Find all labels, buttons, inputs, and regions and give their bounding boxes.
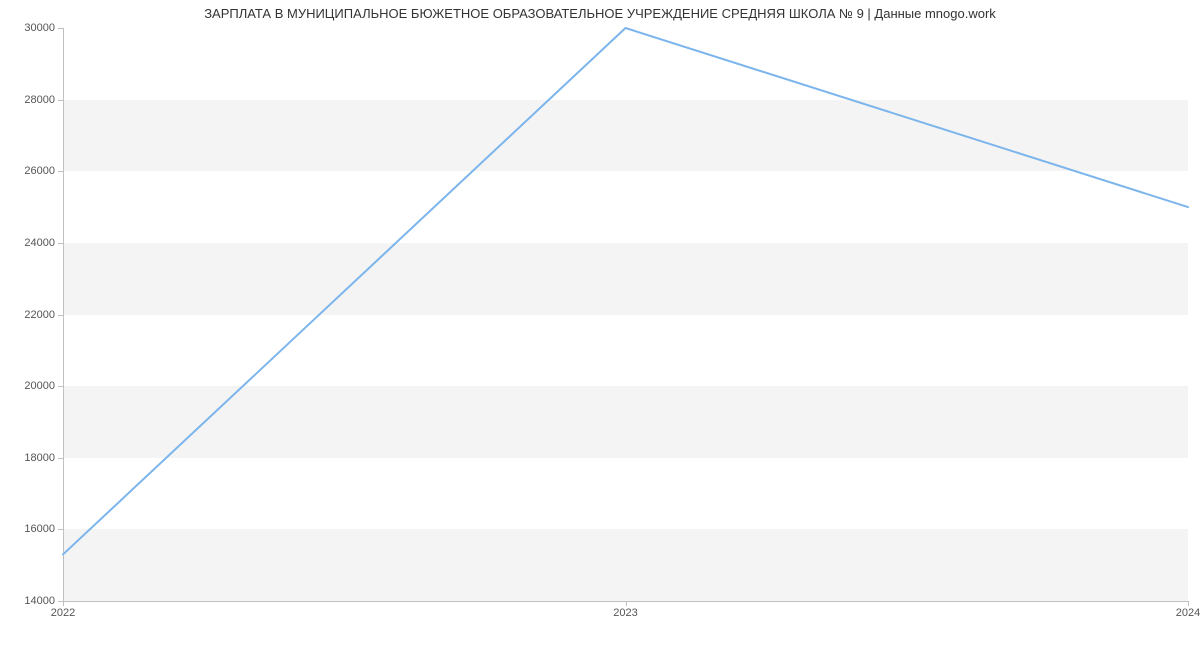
x-tick-mark — [63, 601, 64, 606]
chart-container: ЗАРПЛАТА В МУНИЦИПАЛЬНОЕ БЮЖЕТНОЕ ОБРАЗО… — [0, 0, 1200, 650]
y-tick-label: 20000 — [24, 380, 55, 392]
chart-title: ЗАРПЛАТА В МУНИЦИПАЛЬНОЕ БЮЖЕТНОЕ ОБРАЗО… — [0, 6, 1200, 21]
series-line-salary — [63, 28, 1188, 554]
x-tick-mark — [1188, 601, 1189, 606]
y-tick-label: 28000 — [24, 94, 55, 106]
x-tick-label: 2023 — [613, 607, 637, 619]
y-tick-label: 24000 — [24, 237, 55, 249]
y-tick-label: 14000 — [24, 595, 55, 607]
y-tick-label: 18000 — [24, 452, 55, 464]
y-tick-label: 22000 — [24, 309, 55, 321]
y-tick-label: 26000 — [24, 165, 55, 177]
y-tick-label: 16000 — [24, 523, 55, 535]
x-tick-label: 2022 — [51, 607, 75, 619]
line-layer — [63, 28, 1188, 601]
x-tick-mark — [626, 601, 627, 606]
y-tick-label: 30000 — [24, 22, 55, 34]
plot-area: 1400016000180002000022000240002600028000… — [63, 28, 1188, 601]
x-tick-label: 2024 — [1176, 607, 1200, 619]
